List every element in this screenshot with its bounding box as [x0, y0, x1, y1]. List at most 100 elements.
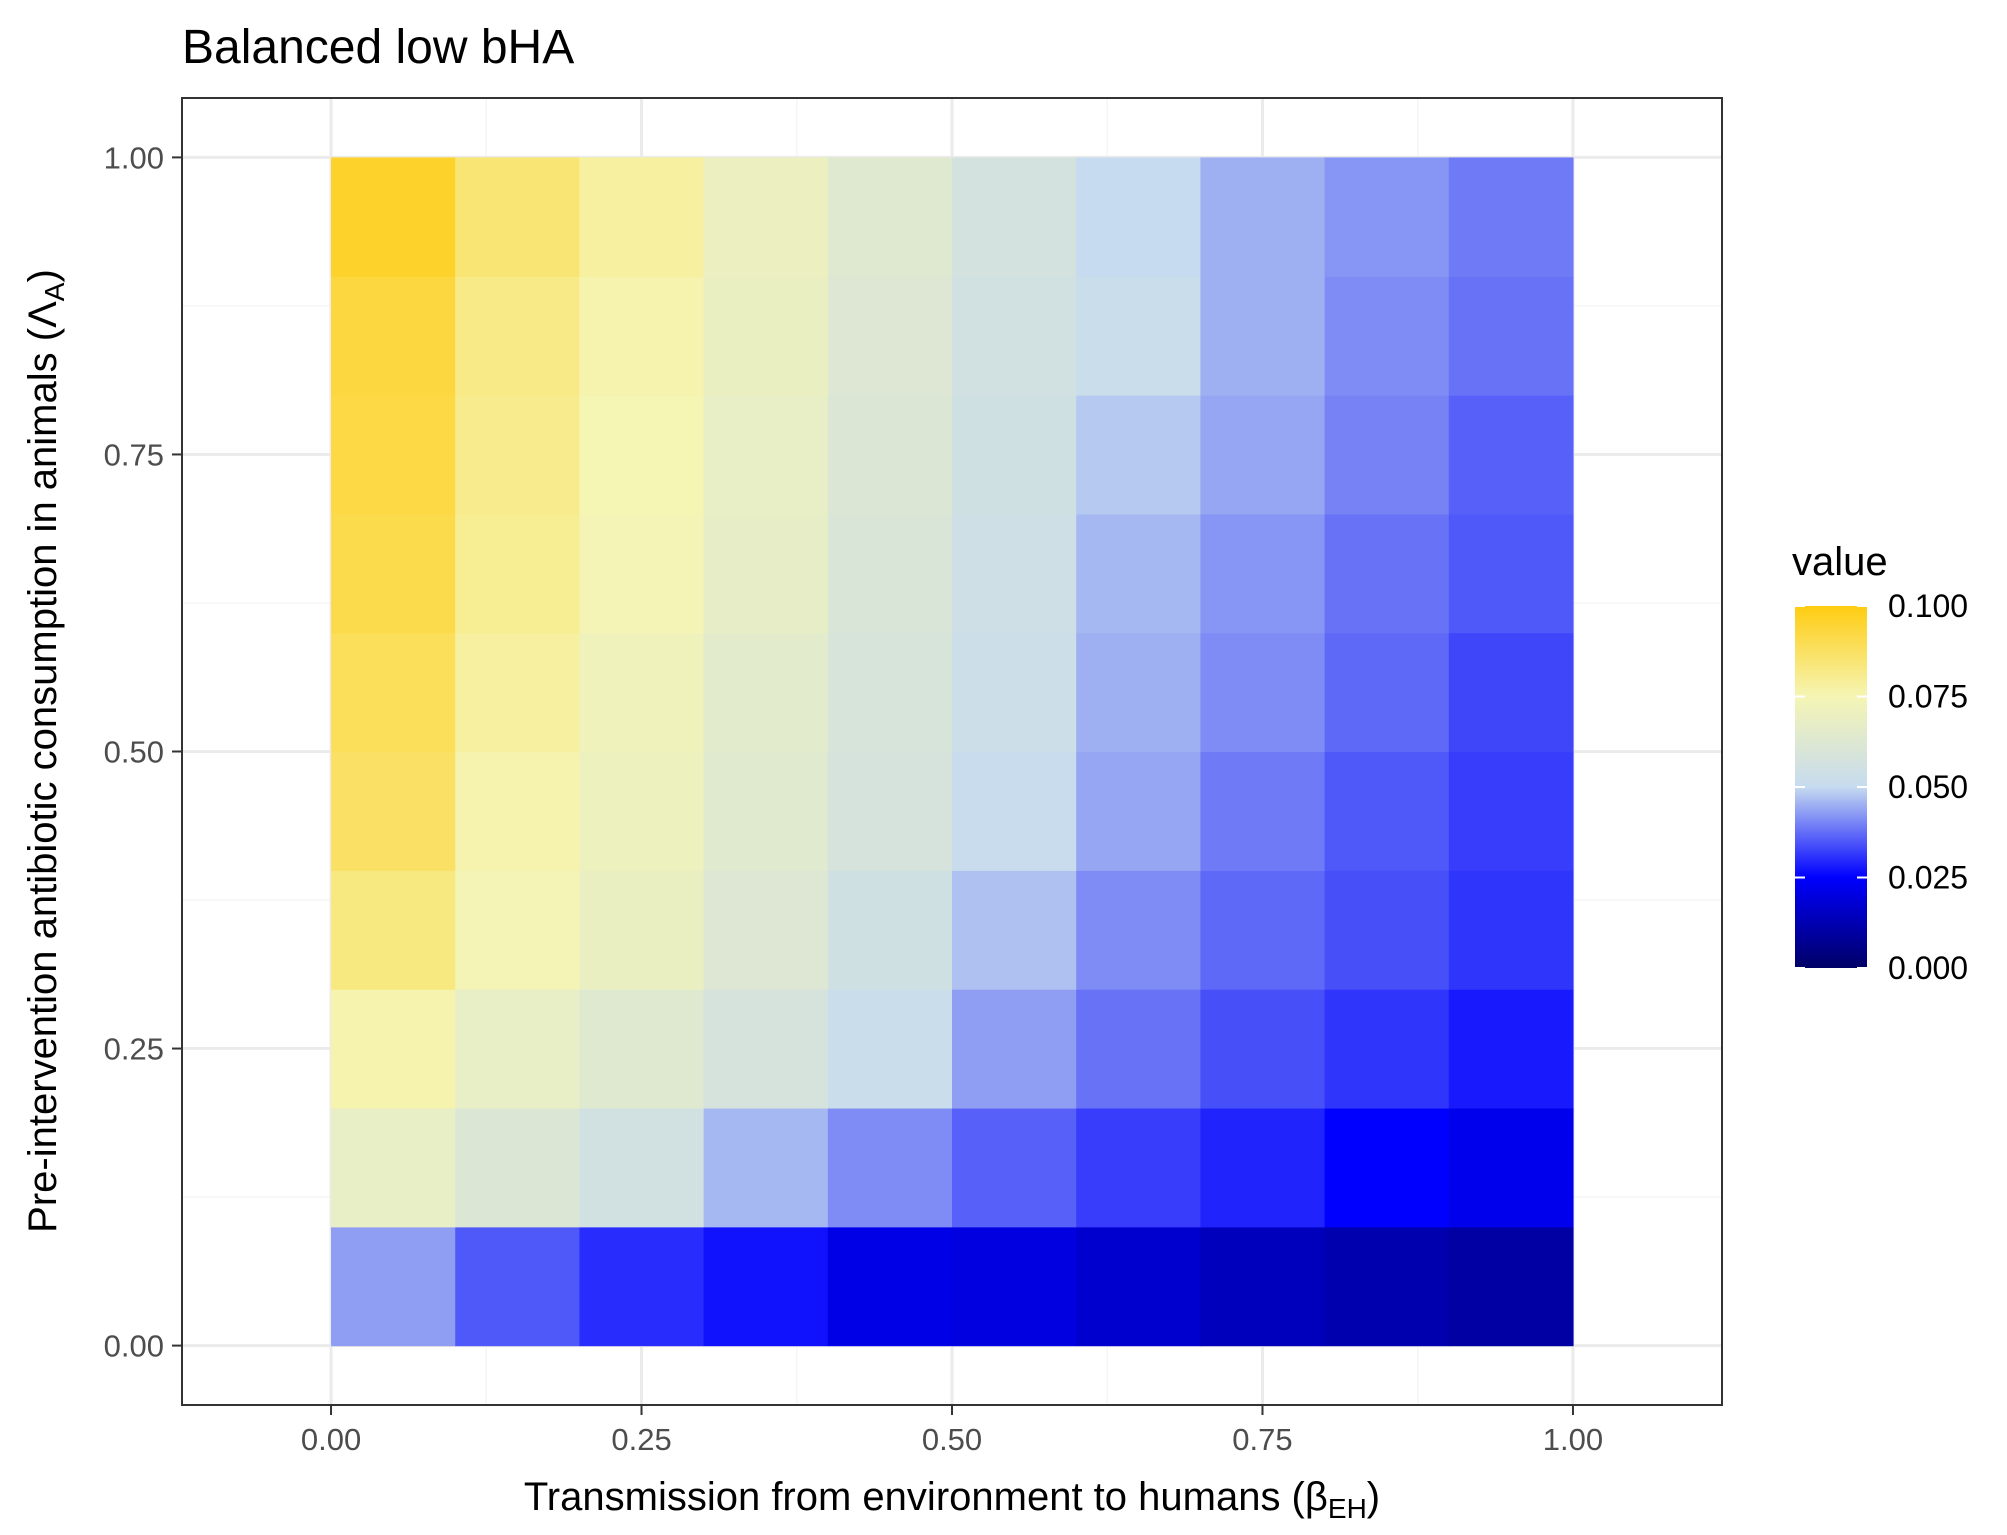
- heatmap-cell: [952, 395, 1077, 515]
- heatmap-cell: [1448, 157, 1574, 277]
- heatmap-cell: [1324, 870, 1450, 990]
- heatmap-cell: [331, 989, 456, 1109]
- heatmap-cell: [331, 276, 456, 396]
- x-tick-label: 0.25: [611, 1422, 671, 1457]
- heatmap-cell: [952, 513, 1077, 634]
- legend-labels: 0.100 0.075 0.050 0.025 0.000: [1795, 588, 1968, 986]
- heatmap-cell: [455, 870, 581, 990]
- legend-title: value: [1792, 540, 1888, 584]
- heatmap-cell: [1448, 1226, 1574, 1347]
- y-tick-label: 0.75: [104, 437, 164, 472]
- heatmap-cell: [1200, 870, 1326, 990]
- heatmap-cell: [827, 513, 953, 634]
- heatmap-cell: [1076, 395, 1201, 515]
- y-tick-label: 0.00: [104, 1329, 164, 1364]
- heatmap-cell: [952, 870, 1077, 990]
- x-tick-label: 0.50: [922, 1422, 982, 1457]
- heatmap-cell: [579, 989, 705, 1109]
- heatmap-cell: [455, 513, 581, 634]
- heatmap-cell: [703, 513, 829, 634]
- y-tick-label: 0.25: [104, 1032, 164, 1067]
- heatmap-cell: [952, 989, 1077, 1109]
- heatmap-cell: [1200, 751, 1326, 871]
- heatmap-cell: [703, 395, 829, 515]
- heatmap-cell: [1200, 632, 1326, 753]
- heatmap-cell: [952, 276, 1077, 396]
- heatmap-cell: [1200, 395, 1326, 515]
- heatmap-cell: [1076, 632, 1201, 753]
- heatmap-cell: [952, 632, 1077, 753]
- heatmap-cell: [1076, 751, 1201, 871]
- heatmap-cell: [1076, 513, 1201, 634]
- heatmap-cell: [331, 870, 456, 990]
- heatmap-cell: [703, 870, 829, 990]
- heatmap-cell: [703, 1226, 829, 1347]
- heatmap-cell: [455, 1107, 581, 1228]
- heatmap-cell: [1200, 989, 1326, 1109]
- heatmap-cell: [1324, 276, 1450, 396]
- y-tick-label: 1.00: [104, 140, 164, 175]
- heatmap-cell: [1448, 751, 1574, 871]
- heatmap-cell: [952, 157, 1077, 277]
- heatmap-cell: [455, 1226, 581, 1347]
- heatmap-cell: [1324, 989, 1450, 1109]
- heatmap-cell: [1324, 632, 1450, 753]
- heatmap-cell: [455, 395, 581, 515]
- legend-label: 0.000: [1888, 950, 1968, 986]
- heatmap-cell: [331, 751, 456, 871]
- heatmap-cell: [827, 1107, 953, 1228]
- heatmap-cell: [827, 989, 953, 1109]
- heatmap-cell: [579, 870, 705, 990]
- heatmap-cell: [1076, 989, 1201, 1109]
- heatmap-cell: [703, 276, 829, 396]
- heatmap-cell: [331, 157, 456, 277]
- legend-label: 0.075: [1888, 679, 1968, 715]
- plot-title: Balanced low bHA: [182, 21, 574, 74]
- y-tick-label: 0.50: [104, 735, 164, 770]
- y-axis-title: Pre-intervention antibiotic consumption …: [21, 269, 70, 1233]
- heatmap-cell: [1200, 157, 1326, 277]
- heatmap-cell: [1324, 395, 1450, 515]
- heatmap-cell: [1200, 1107, 1326, 1228]
- heatmap-cell: [579, 157, 705, 277]
- heatmap-cell: [331, 513, 456, 634]
- heatmap-cell: [455, 632, 581, 753]
- heatmap-cell: [1324, 1107, 1450, 1228]
- heatmap-cell: [579, 395, 705, 515]
- heatmap-cell: [1324, 157, 1450, 277]
- heatmap-cell: [579, 632, 705, 753]
- heatmap-cell: [1448, 513, 1574, 634]
- heatmap-cell: [1076, 276, 1201, 396]
- heatmap-cell: [1324, 513, 1450, 634]
- heatmap-cell: [827, 276, 953, 396]
- legend-label: 0.100: [1888, 588, 1968, 624]
- heatmap-cell: [952, 1107, 1077, 1228]
- axis-ticks: 0.00 0.25 0.50 0.75 1.00 0.00 0.25 0.50 0.75 1.00: [104, 140, 1603, 1457]
- heatmap-cell: [1448, 1107, 1574, 1228]
- heatmap-cell: [579, 513, 705, 634]
- heatmap-cell: [952, 1226, 1077, 1347]
- heatmap-cell: [703, 989, 829, 1109]
- x-tick-label: 1.00: [1543, 1422, 1603, 1457]
- heatmap-cell: [703, 751, 829, 871]
- heatmap-cell: [827, 395, 953, 515]
- heatmap-cell: [1448, 395, 1574, 515]
- heatmap-cell: [455, 276, 581, 396]
- heatmap-cells: [331, 157, 1574, 1347]
- heatmap-cell: [1076, 1107, 1201, 1228]
- heatmap-cell: [1076, 870, 1201, 990]
- heatmap-cell: [1324, 1226, 1450, 1347]
- x-axis-title: Transmission from environment to humans …: [524, 1475, 1380, 1524]
- heatmap-cell: [703, 157, 829, 277]
- heatmap-cell: [455, 989, 581, 1109]
- heatmap-cell: [1200, 1226, 1326, 1347]
- heatmap-cell: [1324, 751, 1450, 871]
- x-tick-label: 0.75: [1232, 1422, 1292, 1457]
- heatmap-cell: [455, 751, 581, 871]
- heatmap-cell: [331, 1107, 456, 1228]
- legend-label: 0.025: [1888, 860, 1968, 896]
- heatmap-cell: [579, 751, 705, 871]
- heatmap-cell: [827, 870, 953, 990]
- heatmap-cell: [827, 632, 953, 753]
